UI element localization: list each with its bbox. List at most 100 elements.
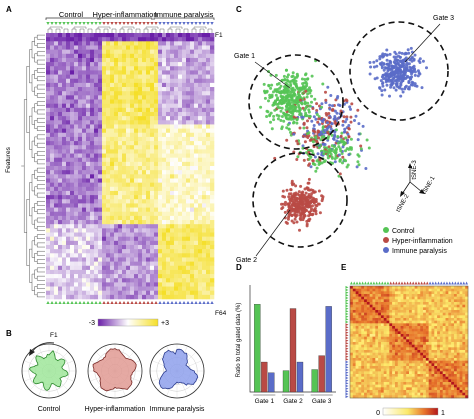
sample-marker	[78, 22, 82, 25]
sample-marker	[162, 22, 166, 25]
sample-marker	[361, 281, 365, 285]
sample-marker	[198, 301, 202, 304]
bar-control-3	[311, 369, 318, 393]
sample-marker	[345, 373, 349, 377]
sample-marker	[170, 22, 174, 25]
sample-marker	[174, 22, 178, 25]
tsne-axes-arrows	[400, 163, 425, 197]
sample-marker	[118, 301, 122, 304]
sample-marker	[417, 281, 421, 285]
gate-1-circle	[248, 54, 344, 150]
sample-marker	[425, 281, 429, 285]
sample-markers-bottom	[46, 301, 214, 304]
sample-marker	[392, 281, 395, 285]
tsne-3-label: tSNE-3	[412, 160, 418, 180]
group-bracket-paralysis	[153, 17, 215, 20]
sample-marker	[194, 22, 198, 25]
d-category-label: Gate 1	[255, 398, 275, 405]
sample-marker	[46, 22, 50, 25]
sample-marker	[174, 301, 178, 304]
sample-marker	[394, 281, 398, 285]
sample-marker	[434, 281, 438, 285]
sample-marker	[423, 281, 426, 285]
sample-marker	[166, 22, 170, 25]
radar-direction-arrow	[31, 342, 55, 353]
sample-marker	[166, 301, 170, 304]
sample-marker	[90, 22, 94, 25]
sample-marker	[86, 301, 90, 304]
sample-marker	[122, 22, 126, 25]
sample-marker	[138, 301, 142, 304]
sample-marker	[122, 301, 126, 304]
bar-control-1	[254, 304, 261, 393]
sample-marker	[130, 22, 134, 25]
sample-marker	[345, 315, 349, 319]
sample-marker	[345, 312, 349, 316]
sample-marker	[46, 301, 50, 304]
sample-marker	[451, 281, 454, 285]
sample-marker	[456, 281, 460, 285]
sample-marker	[345, 352, 349, 356]
colorbar-e-min: 0	[376, 410, 380, 417]
sample-marker	[345, 384, 349, 388]
sample-marker	[352, 281, 356, 285]
sample-marker	[94, 22, 98, 25]
group-bracket-control	[45, 17, 99, 20]
sample-marker	[345, 392, 349, 396]
sample-marker	[210, 301, 214, 304]
sample-marker	[459, 281, 463, 285]
column-dendrogram	[47, 26, 213, 33]
sample-marker	[70, 301, 74, 304]
sample-marker	[58, 301, 62, 304]
sample-marker	[50, 22, 54, 25]
sample-marker	[126, 301, 130, 304]
bar-immune-paralysis-1	[268, 372, 275, 393]
colorbar-e	[382, 407, 439, 416]
tsne-2-label: tSNE-2	[396, 193, 411, 213]
sample-marker	[448, 281, 452, 285]
colorbar-a	[97, 318, 159, 327]
sample-marker	[182, 301, 186, 304]
sample-marker	[62, 22, 66, 25]
sample-marker	[453, 281, 457, 285]
sample-marker	[345, 336, 349, 340]
sample-marker	[383, 281, 387, 285]
gate-3-label: Gate 3	[433, 15, 454, 22]
sample-marker	[150, 301, 154, 304]
sample-marker	[142, 22, 146, 25]
sample-marker	[110, 301, 114, 304]
sample-marker	[86, 22, 90, 25]
sample-marker	[102, 301, 106, 304]
features-axis-label: Features	[5, 146, 12, 172]
sample-marker	[345, 365, 349, 369]
sample-marker	[158, 301, 162, 304]
sample-marker	[114, 301, 118, 304]
sample-marker	[345, 309, 349, 313]
sample-marker	[345, 333, 349, 337]
sample-marker	[54, 301, 58, 304]
sample-marker	[182, 22, 186, 25]
gate-2-circle	[252, 152, 348, 248]
sample-marker	[378, 281, 381, 285]
sample-marker	[345, 344, 349, 348]
sample-marker	[345, 387, 349, 391]
feature-f64-label: F64	[215, 310, 227, 317]
bar-hyper-inflammation-3	[318, 355, 325, 393]
gate-1-label: Gate 1	[234, 53, 255, 60]
sample-marker	[150, 22, 154, 25]
group-label-control: Control	[59, 10, 84, 19]
sample-marker	[345, 371, 349, 375]
sample-marker	[465, 281, 468, 285]
bar-control-2	[282, 370, 290, 393]
sample-marker	[397, 281, 401, 285]
sample-marker	[98, 301, 102, 304]
panel-d-letter: D	[236, 263, 242, 272]
sample-marker	[194, 301, 198, 304]
sample-marker	[375, 281, 379, 285]
sample-marker	[66, 22, 70, 25]
sample-marker	[134, 301, 138, 304]
sample-marker	[345, 328, 349, 332]
sample-marker	[345, 301, 349, 305]
sample-marker	[90, 301, 94, 304]
